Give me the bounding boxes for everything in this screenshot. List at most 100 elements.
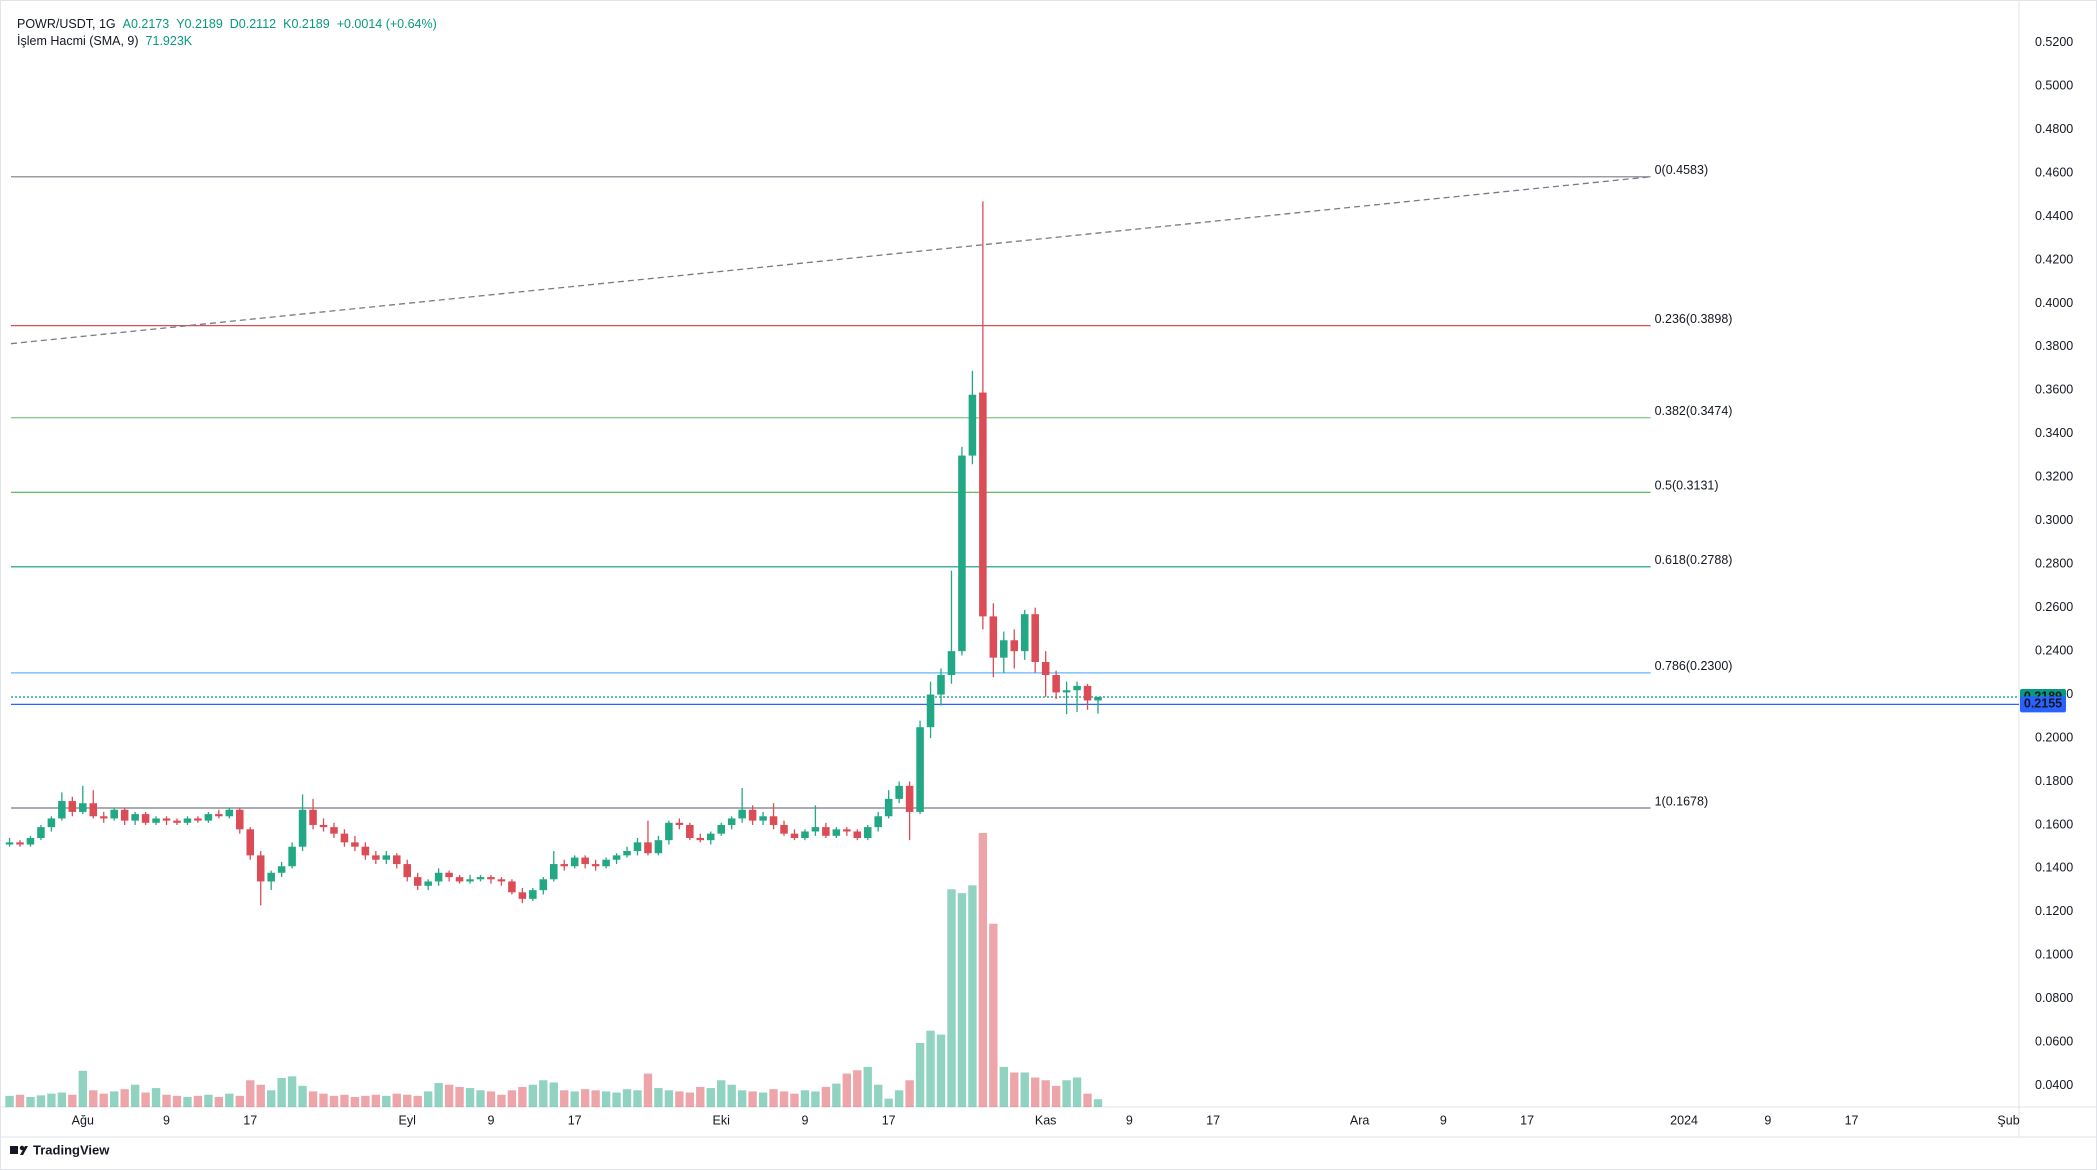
candle-body: [79, 803, 87, 812]
volume-bar: [769, 1089, 778, 1107]
volume-bar: [1093, 1099, 1103, 1107]
y-tick-label: 0.1600: [2035, 817, 2073, 831]
volume-bar: [68, 1094, 77, 1107]
volume-bar: [235, 1095, 244, 1107]
volume-bar: [800, 1090, 810, 1107]
volume-bar: [277, 1078, 286, 1107]
volume-bar: [779, 1091, 789, 1107]
candle-body: [267, 872, 275, 882]
candle-body: [277, 866, 286, 873]
y-tick-label: 0.1200: [2035, 904, 2073, 918]
candle-body: [853, 831, 862, 838]
legend-line: POWR/USDT, 1G A0.2173 Y0.2189 D0.2112 K0.218…: [17, 17, 444, 31]
candle-body: [811, 827, 820, 832]
candle-body: [382, 855, 391, 860]
volume-bar: [78, 1070, 87, 1107]
candle-body: [1062, 690, 1071, 693]
fib-label: 0.786(0.2300): [1655, 659, 1733, 673]
volume-bar: [308, 1091, 318, 1107]
candle-body: [539, 879, 548, 891]
volume-bar: [455, 1086, 464, 1107]
volume-bar: [978, 833, 988, 1107]
volume-bar: [5, 1095, 14, 1107]
volume-bar: [89, 1090, 98, 1107]
volume-bar: [193, 1095, 203, 1107]
candle-body: [560, 864, 568, 867]
candle-body: [884, 798, 893, 817]
y-tick-label: 0.0800: [2035, 991, 2073, 1005]
volume-bar: [926, 1030, 935, 1107]
candle-body: [989, 616, 998, 658]
ohlc: D0.2112: [229, 17, 277, 31]
candle-body: [434, 872, 443, 882]
volume-bar: [894, 1090, 904, 1107]
candle-body: [340, 833, 349, 843]
volume-bar: [497, 1094, 506, 1107]
candle-body: [508, 881, 516, 893]
candle-body: [947, 651, 956, 676]
candle-body: [445, 872, 453, 878]
x-tick-label: 17: [1845, 1113, 1859, 1127]
x-tick-label: Kas: [1035, 1113, 1057, 1127]
volume-bar: [622, 1089, 632, 1107]
x-tick-label: 17: [568, 1113, 582, 1127]
volume-bar: [382, 1095, 391, 1107]
volume-bar: [842, 1073, 851, 1107]
candle-body: [968, 394, 977, 456]
volume-bar: [528, 1084, 538, 1107]
volume-bar: [266, 1090, 276, 1107]
x-tick-label: Eki: [713, 1113, 730, 1127]
volume-bar: [1041, 1080, 1050, 1107]
candle-body: [58, 801, 66, 819]
candle-body: [120, 809, 129, 821]
candle-body: [581, 857, 589, 865]
x-tick-label: Ara: [1350, 1113, 1370, 1127]
volume-bar: [340, 1094, 349, 1107]
volume-bar: [1062, 1080, 1071, 1107]
candle-body: [727, 818, 736, 825]
fib-label: 1(0.1678): [1655, 794, 1709, 808]
volume-bar: [1083, 1093, 1092, 1107]
volume-bar: [371, 1094, 381, 1107]
volume-bar: [675, 1091, 684, 1107]
fib-label: 0.236(0.3898): [1655, 312, 1733, 326]
volume-bar: [758, 1092, 768, 1107]
candle-body: [403, 864, 412, 878]
fib-label: 0(0.4583): [1655, 163, 1709, 177]
volume-bar: [696, 1086, 705, 1107]
change: +0.0014 (+0.64%): [336, 17, 437, 31]
symbol: POWR/USDT, 1G: [17, 17, 116, 31]
volume-bar: [507, 1090, 517, 1107]
candle-body: [16, 842, 24, 845]
candle-body: [47, 818, 56, 828]
volume-bar: [130, 1084, 140, 1107]
candle-body: [246, 829, 255, 856]
volume-bar: [444, 1084, 454, 1107]
y-tick-label: 0.3000: [2035, 513, 2073, 527]
volume-bar: [214, 1096, 224, 1107]
candle-body: [769, 816, 778, 825]
candle-body: [351, 842, 359, 847]
volume-bar: [821, 1086, 831, 1107]
volume-bar: [486, 1091, 496, 1107]
volume-bar: [790, 1093, 799, 1107]
ohlc: A0.2173: [122, 17, 170, 31]
candle-body: [5, 842, 14, 845]
candle-body: [979, 392, 987, 617]
candle-body: [131, 814, 139, 821]
y-tick-label: 0.4400: [2035, 209, 2073, 223]
fib-label: 0.618(0.2788): [1655, 553, 1733, 567]
volume-bar: [329, 1095, 339, 1107]
candle-body: [288, 846, 296, 867]
volume-bar: [727, 1084, 736, 1107]
y-tick-label: 0.0600: [2035, 1035, 2073, 1049]
candle-body: [330, 827, 338, 834]
volume-bar: [560, 1090, 569, 1107]
volume-bar: [183, 1096, 192, 1107]
volume-bar: [1072, 1077, 1082, 1107]
candle-body: [675, 822, 684, 825]
candle-body: [319, 824, 328, 828]
candle-body: [654, 840, 663, 854]
fib-label: 0.5(0.3131): [1655, 479, 1719, 493]
